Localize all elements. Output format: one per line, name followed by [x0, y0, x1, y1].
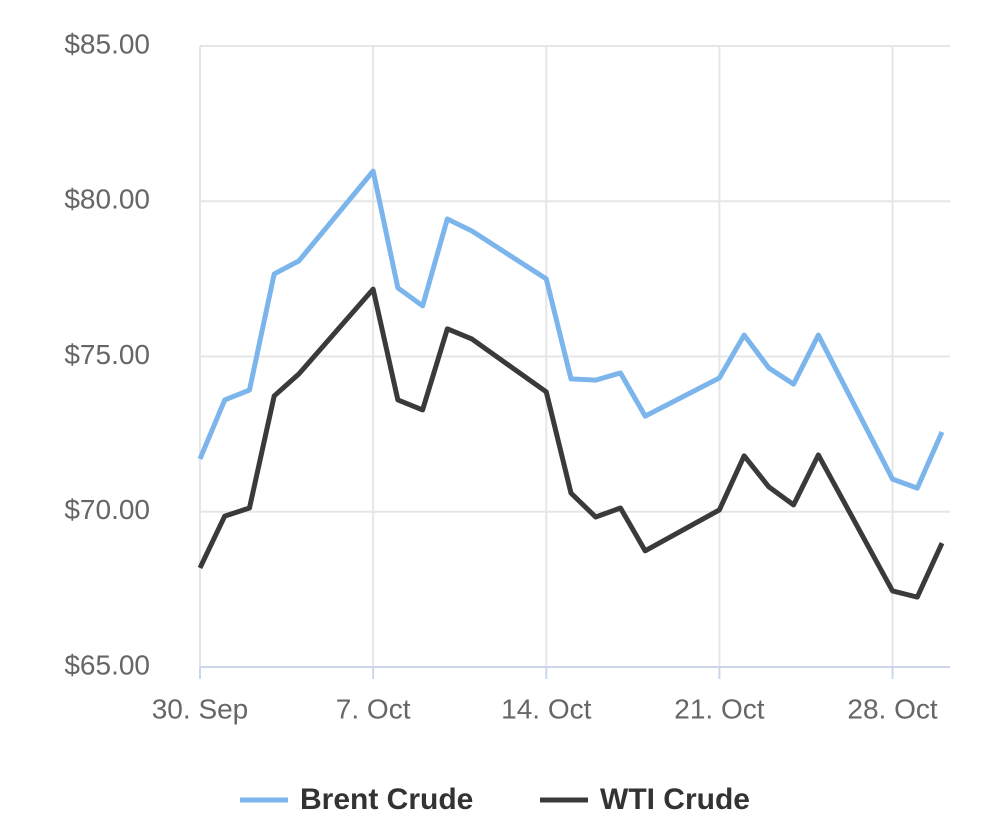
series-line [197, 168, 945, 491]
x-tick-label: 14. Oct [501, 693, 591, 724]
legend-label: WTI Crude [600, 783, 750, 816]
y-tick-label: $75.00 [64, 339, 150, 370]
series-line [197, 286, 945, 600]
y-tick-label: $65.00 [64, 649, 150, 680]
x-tick-label: 30. Sep [152, 693, 249, 724]
x-tick-label: 21. Oct [674, 693, 764, 724]
y-tick-label: $85.00 [64, 28, 150, 59]
x-tick-label: 28. Oct [847, 693, 937, 724]
y-tick-label: $70.00 [64, 494, 150, 525]
x-tick-label: 7. Oct [336, 693, 411, 724]
y-tick-label: $80.00 [64, 184, 150, 215]
legend-label: Brent Crude [300, 783, 473, 816]
